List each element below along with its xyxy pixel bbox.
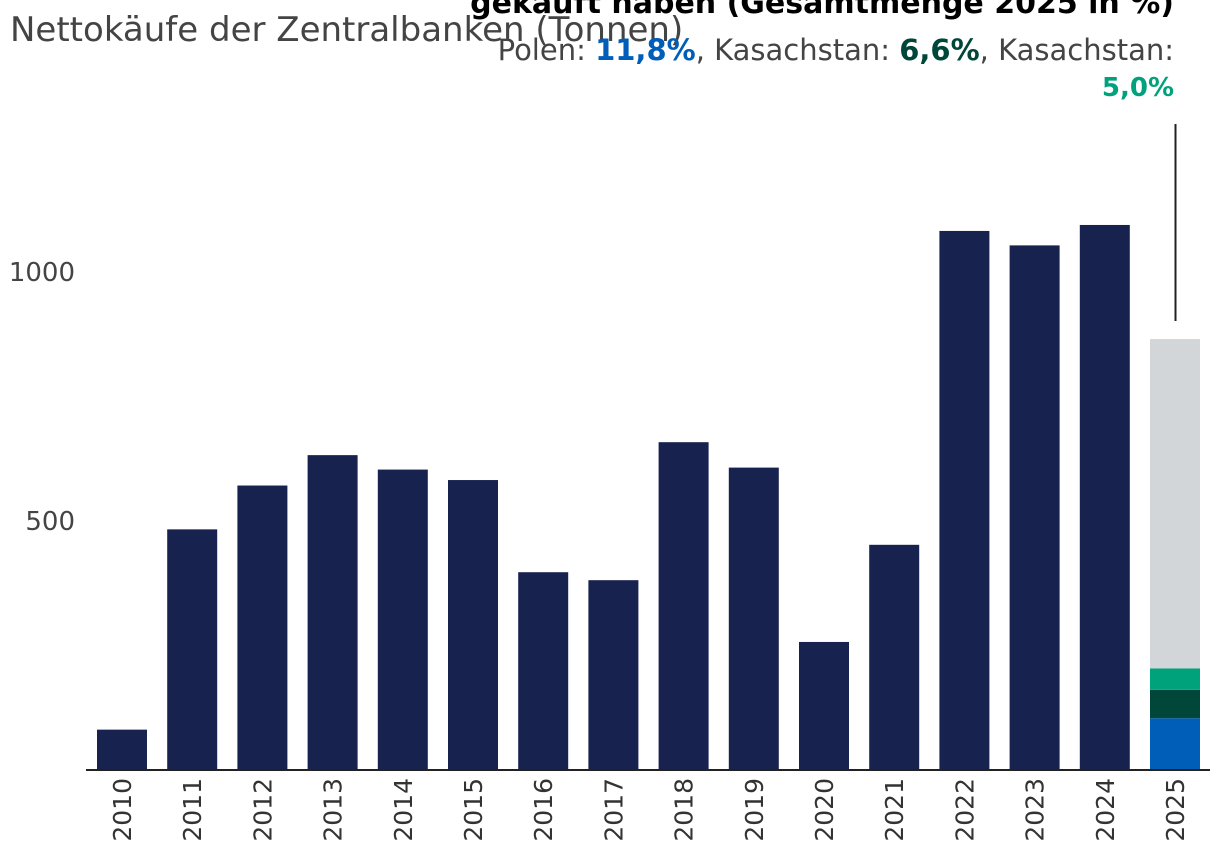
x-tick-label-2018: 2018 — [670, 778, 699, 842]
bar-2025-segment-4 — [1150, 339, 1200, 669]
x-tick-label-2025: 2025 — [1161, 778, 1190, 842]
annotation-title: gekauft haben (Gesamtmenge 2025 in %) — [470, 0, 1174, 21]
x-tick-label-2011: 2011 — [178, 778, 207, 842]
x-tick-label-2015: 2015 — [459, 778, 488, 842]
bar-2018 — [658, 442, 709, 769]
bar-2021 — [869, 544, 920, 769]
bar-2014 — [377, 469, 428, 769]
bar-2020 — [799, 641, 849, 769]
y-tick-labels: 500 1000 — [9, 258, 75, 537]
bar-2025-segment-3 — [1150, 668, 1200, 690]
bar-2013 — [307, 455, 358, 769]
bar-2025-segment-2 — [1150, 689, 1200, 719]
x-tick-label-2017: 2017 — [599, 778, 628, 842]
y-tick-label-1000: 1000 — [9, 258, 75, 288]
bar-2015 — [448, 480, 498, 769]
bar-2016 — [518, 572, 569, 769]
annotation-percentages: Polen: 11,8%, Kasachstan: 6,6%, Kasachst… — [470, 30, 1174, 70]
x-tick-label-2022: 2022 — [950, 778, 979, 842]
bar-2024 — [1079, 224, 1130, 770]
bar-2025-segment-1 — [1150, 718, 1200, 769]
x-tick-label-2019: 2019 — [740, 778, 769, 842]
x-tick-label-2012: 2012 — [248, 778, 277, 842]
bar-2017 — [588, 580, 639, 769]
chart-title: Nettokäufe der Zentralbanken (Tonnen) — [10, 10, 684, 50]
bar-2022 — [939, 230, 990, 770]
x-tick-label-2021: 2021 — [880, 778, 909, 842]
bar-2023 — [1009, 245, 1060, 770]
annotation-pct-kasachstan-2: 5,0% — [1101, 73, 1174, 103]
bar-2012 — [237, 485, 288, 769]
x-tick-label-2010: 2010 — [108, 778, 137, 842]
annotation-label-polen: Polen: — [497, 33, 596, 67]
annotation-pct-kasachstan-1: 6,6% — [899, 33, 980, 67]
annotation-label-kasachstan-1: , Kasachstan: — [695, 33, 900, 67]
x-tick-labels: 2010 2011 2012 2013 2014 2015 2016 2017 2018 2019… — [108, 778, 1190, 842]
bar-2010 — [97, 729, 147, 769]
x-tick-label-2013: 2013 — [319, 778, 348, 842]
annotation-label-kasachstan-2: , Kasachstan: — [979, 33, 1174, 67]
bar-2019 — [728, 467, 779, 769]
x-tick-label-2014: 2014 — [389, 778, 418, 842]
bar-2011 — [167, 529, 218, 769]
annotation-box: gekauft haben (Gesamtmenge 2025 in %) Po… — [470, 0, 1174, 106]
x-tick-label-2020: 2020 — [810, 778, 839, 842]
x-tick-label-2024: 2024 — [1091, 778, 1120, 842]
annotation-pct-polen: 11,8% — [595, 33, 696, 67]
x-tick-label-2016: 2016 — [529, 778, 558, 842]
y-tick-label-500: 500 — [25, 507, 75, 537]
x-tick-label-2023: 2023 — [1021, 778, 1050, 842]
bars-group — [97, 224, 1200, 770]
